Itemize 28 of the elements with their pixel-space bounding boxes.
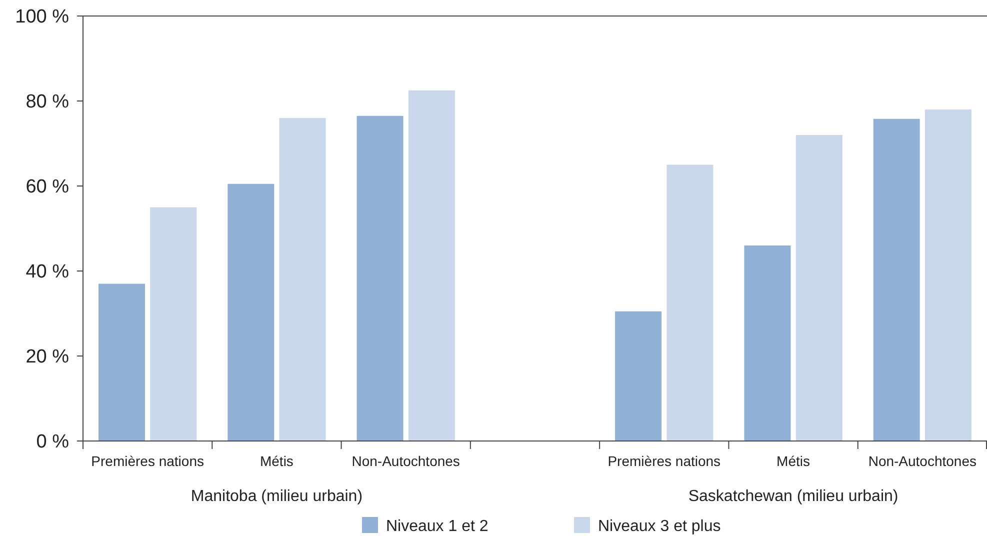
legend-label: Niveaux 3 et plus (598, 518, 721, 535)
y-tick-label: 0 % (36, 432, 70, 453)
bar (408, 90, 455, 441)
y-tick-label: 40 % (26, 262, 70, 283)
x-tick-label: Premières nations (91, 453, 204, 469)
x-tick-label: Non-Autochtones (352, 453, 460, 469)
bar (150, 207, 197, 441)
y-tick-label: 80 % (26, 92, 70, 113)
text: Manitoba (milieu urbain) (190, 488, 363, 505)
x-tick-label: Métis (260, 453, 294, 469)
bar (228, 184, 274, 441)
bar (925, 110, 972, 441)
y-tick-label: 100 % (15, 6, 70, 28)
x-tick-label: Métis (776, 453, 810, 469)
bar (356, 116, 404, 441)
bar (666, 164, 714, 441)
bar (98, 284, 145, 441)
bar (873, 118, 920, 441)
text: Saskatchewan (milieu urbain) (688, 488, 898, 505)
legend-label: Niveaux 1 et 2 (386, 518, 488, 535)
y-tick-label: 60 % (26, 176, 70, 198)
bar (615, 311, 662, 441)
x-tick-label: Non-Autochtones (868, 453, 977, 469)
y-tick-label: 20 % (26, 346, 70, 368)
x-tick-label: Premières nations (608, 453, 721, 469)
bar (744, 246, 791, 441)
bar (279, 118, 326, 441)
bar (796, 135, 842, 441)
